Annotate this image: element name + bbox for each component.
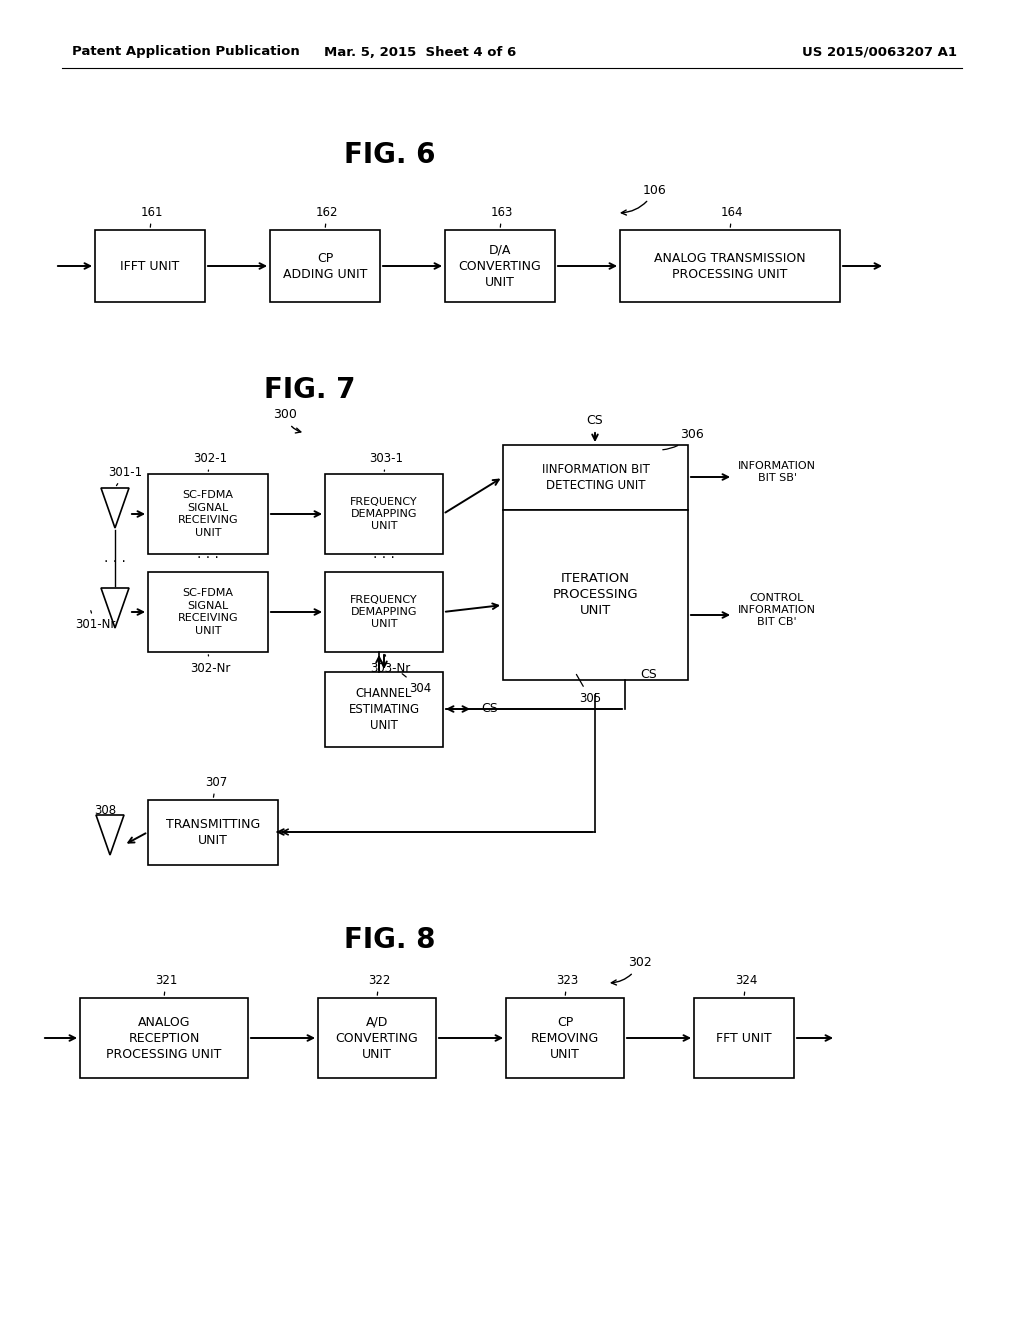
Bar — [148, 572, 268, 652]
Text: Patent Application Publication: Patent Application Publication — [72, 45, 300, 58]
Text: CS: CS — [587, 413, 603, 426]
Text: FFT UNIT: FFT UNIT — [716, 1031, 772, 1044]
Bar — [148, 474, 268, 554]
Bar — [325, 474, 443, 554]
Bar — [506, 998, 624, 1078]
Text: 303-1: 303-1 — [369, 451, 403, 471]
Text: · · ·: · · · — [197, 550, 219, 565]
Text: 302-Nr: 302-Nr — [189, 655, 230, 675]
Bar — [503, 510, 688, 680]
Text: 106: 106 — [622, 183, 667, 215]
Text: FIG. 8: FIG. 8 — [344, 927, 436, 954]
Text: 164: 164 — [721, 206, 743, 227]
Text: 161: 161 — [140, 206, 163, 227]
Text: 307: 307 — [205, 776, 227, 797]
Bar — [620, 230, 840, 302]
Bar — [95, 230, 205, 302]
Text: 304: 304 — [402, 673, 431, 694]
Text: A/D
CONVERTING
UNIT: A/D CONVERTING UNIT — [336, 1015, 419, 1060]
Text: 303-Nr: 303-Nr — [370, 655, 411, 675]
Text: CS: CS — [481, 702, 498, 715]
Bar — [503, 445, 688, 510]
Bar — [325, 572, 443, 652]
Text: ANALOG
RECEPTION
PROCESSING UNIT: ANALOG RECEPTION PROCESSING UNIT — [106, 1015, 221, 1060]
Text: FIG. 7: FIG. 7 — [264, 376, 355, 404]
Bar — [445, 230, 555, 302]
Text: 322: 322 — [368, 974, 390, 995]
Text: 163: 163 — [490, 206, 513, 227]
Bar — [270, 230, 380, 302]
Text: 323: 323 — [556, 974, 579, 995]
Bar — [80, 998, 248, 1078]
Text: CONTROL
INFORMATION
BIT CB': CONTROL INFORMATION BIT CB' — [738, 594, 816, 627]
Text: 324: 324 — [735, 974, 757, 995]
Text: · · ·: · · · — [373, 550, 395, 565]
Text: 301-1: 301-1 — [108, 466, 142, 486]
Text: · · ·: · · · — [104, 554, 126, 569]
Text: SC-FDMA
SIGNAL
RECEIVING
UNIT: SC-FDMA SIGNAL RECEIVING UNIT — [178, 491, 239, 537]
Text: Mar. 5, 2015  Sheet 4 of 6: Mar. 5, 2015 Sheet 4 of 6 — [324, 45, 516, 58]
Text: 300: 300 — [273, 408, 301, 433]
Text: INFORMATION
BIT SB': INFORMATION BIT SB' — [738, 461, 816, 483]
Text: IFFT UNIT: IFFT UNIT — [121, 260, 179, 272]
Text: ITERATION
PROCESSING
UNIT: ITERATION PROCESSING UNIT — [553, 573, 638, 618]
Bar — [694, 998, 794, 1078]
Text: CS: CS — [640, 668, 656, 681]
Text: 305: 305 — [577, 675, 601, 705]
Text: FREQUENCY
DEMAPPING
UNIT: FREQUENCY DEMAPPING UNIT — [350, 594, 418, 630]
Text: 308: 308 — [94, 804, 116, 817]
Text: 162: 162 — [315, 206, 338, 227]
Text: TRANSMITTING
UNIT: TRANSMITTING UNIT — [166, 818, 260, 847]
Text: D/A
CONVERTING
UNIT: D/A CONVERTING UNIT — [459, 243, 542, 289]
Text: FIG. 6: FIG. 6 — [344, 141, 436, 169]
Bar — [148, 800, 278, 865]
Text: 301-Nr: 301-Nr — [75, 611, 115, 631]
Text: 302: 302 — [611, 957, 651, 985]
Text: CP
REMOVING
UNIT: CP REMOVING UNIT — [530, 1015, 599, 1060]
Text: CHANNEL
ESTIMATING
UNIT: CHANNEL ESTIMATING UNIT — [348, 686, 420, 733]
Text: IINFORMATION BIT
DETECTING UNIT: IINFORMATION BIT DETECTING UNIT — [542, 463, 649, 492]
Bar — [325, 672, 443, 747]
Text: 306: 306 — [663, 429, 703, 450]
Text: FREQUENCY
DEMAPPING
UNIT: FREQUENCY DEMAPPING UNIT — [350, 496, 418, 532]
Bar — [318, 998, 436, 1078]
Text: 321: 321 — [155, 974, 177, 995]
Text: ANALOG TRANSMISSION
PROCESSING UNIT: ANALOG TRANSMISSION PROCESSING UNIT — [654, 252, 806, 281]
Text: US 2015/0063207 A1: US 2015/0063207 A1 — [803, 45, 957, 58]
Text: CP
ADDING UNIT: CP ADDING UNIT — [283, 252, 368, 281]
Text: 302-1: 302-1 — [193, 451, 227, 471]
Text: SC-FDMA
SIGNAL
RECEIVING
UNIT: SC-FDMA SIGNAL RECEIVING UNIT — [178, 589, 239, 636]
